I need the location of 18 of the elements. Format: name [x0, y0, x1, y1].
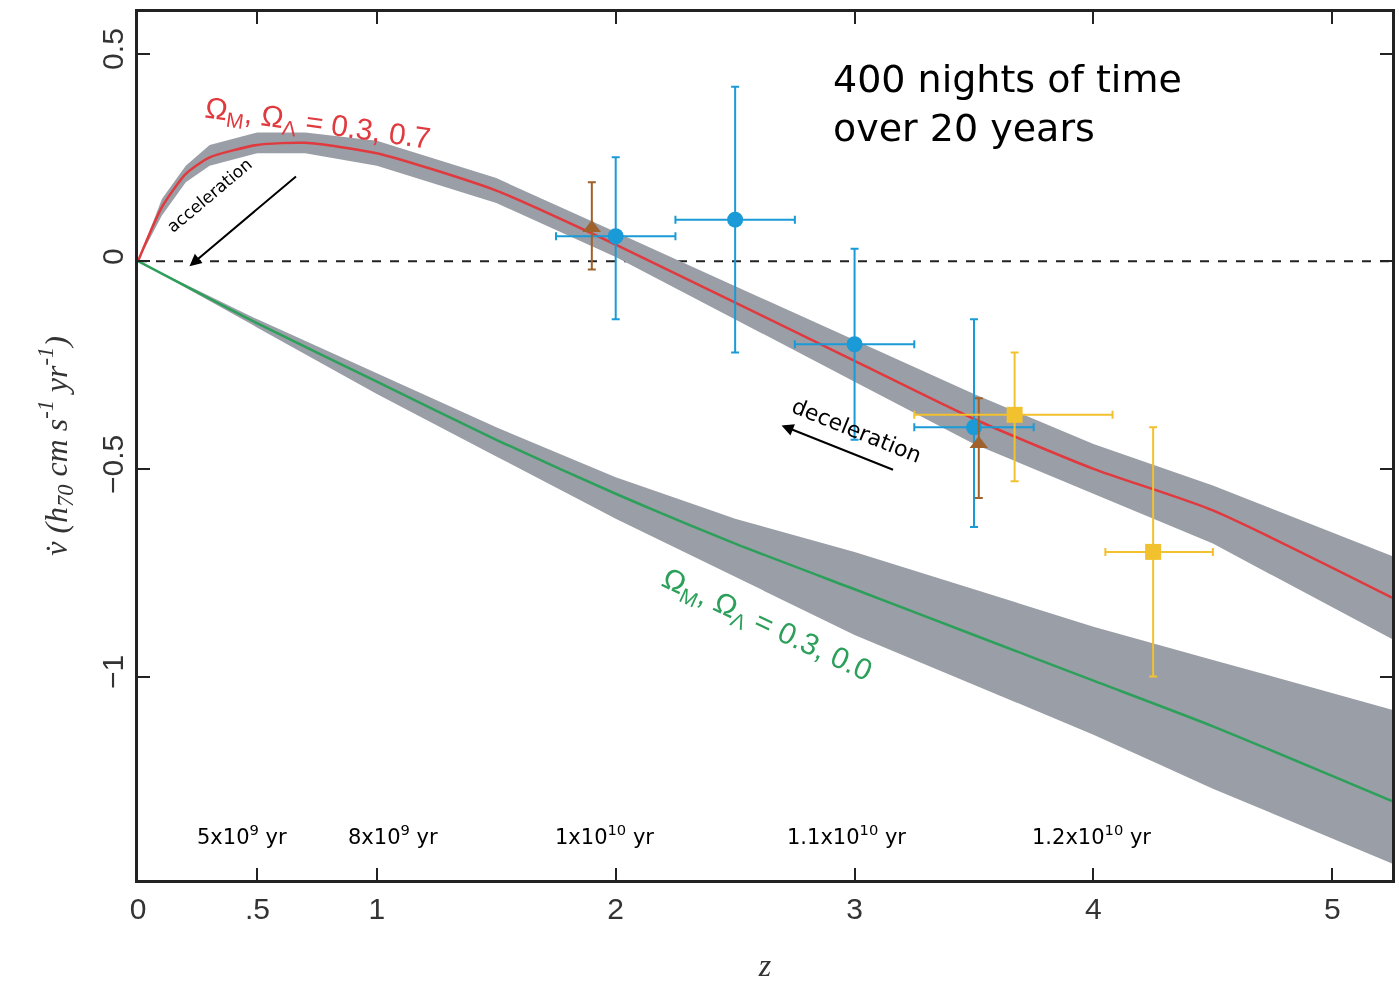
- y-tick-label: −1: [96, 654, 130, 690]
- annotation: 1.1x10$^{10}$ yr: [787, 821, 907, 849]
- x-tick-label: 2: [607, 891, 625, 925]
- x-axis-title: z: [757, 946, 772, 983]
- text: 400 nights of time over 20 years: [833, 57, 1182, 151]
- annotation: 8x10$^{9}$ yr: [348, 821, 438, 849]
- annotation: 1.2x10$^{10}$ yr: [1032, 821, 1152, 849]
- annotation: 5x10$^{9}$ yr: [197, 821, 287, 849]
- annotation: Ω$_{M}$, Ω$_{Λ}$ = 0.3, 0.7: [203, 90, 433, 155]
- x-tick-label: .5: [244, 891, 270, 925]
- y-tick-label: −0.5: [96, 434, 130, 494]
- x-tick-label: 1: [368, 891, 386, 925]
- annotation: 1x10$^{10}$ yr: [555, 821, 655, 849]
- y-tick-label: 0: [96, 248, 130, 266]
- x-tick-label: 4: [1085, 891, 1102, 925]
- x-tick-label: 5: [1323, 891, 1341, 925]
- x-tick-label: 3: [846, 891, 863, 925]
- y-tick-label: 0.5: [96, 28, 130, 70]
